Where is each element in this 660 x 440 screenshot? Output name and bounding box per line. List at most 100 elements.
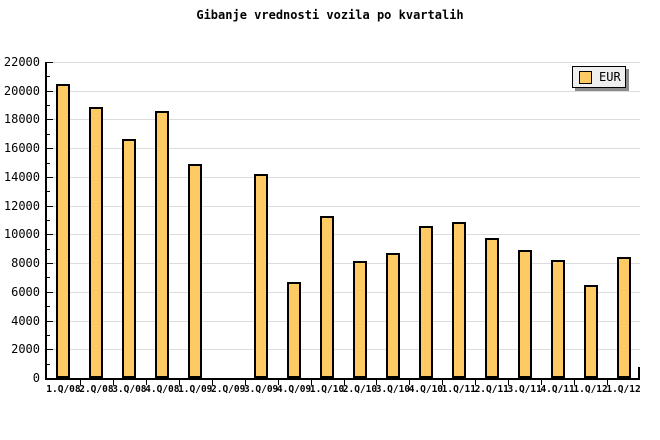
x-boundary-tick (541, 380, 543, 385)
x-boundary-tick (244, 380, 246, 385)
x-boundary-tick (145, 380, 147, 385)
bar (550, 260, 565, 378)
y-major-tick (47, 349, 53, 351)
y-axis-label: 4000 (11, 313, 40, 328)
gridline (47, 234, 640, 236)
x-boundary-tick (211, 380, 213, 385)
chart-title: Gibanje vrednosti vozila po kvartalih (196, 8, 464, 22)
bar (616, 256, 631, 378)
gridline (47, 291, 640, 293)
legend-box: EUR (572, 66, 626, 88)
x-axis-label: 3.Q/11 (507, 384, 542, 395)
x-axis-label: 3.Q/08 (112, 384, 147, 395)
y-minor-tick (47, 277, 50, 279)
y-axis-label: 2000 (11, 342, 40, 357)
bar (484, 237, 499, 378)
y-axis-label: 0 (32, 371, 40, 385)
y-minor-tick (47, 191, 50, 193)
y-major-tick (47, 119, 53, 121)
x-axis-label: 3.Q/09 (243, 384, 279, 395)
bar (287, 281, 302, 378)
bar (385, 253, 400, 378)
x-boundary-tick (442, 380, 444, 385)
gridline (47, 148, 640, 150)
bar (583, 284, 598, 378)
y-minor-tick (47, 248, 50, 250)
y-major-tick (47, 291, 53, 293)
bar (418, 225, 433, 378)
y-minor-tick (47, 162, 50, 164)
plot-area (45, 62, 640, 380)
y-minor-tick (47, 363, 50, 365)
x-boundary-tick (310, 380, 312, 385)
gridline (47, 205, 640, 207)
x-boundary-tick (475, 380, 477, 385)
x-axis-label: 1.Q/12 (573, 384, 608, 395)
x-boundary-tick (409, 380, 411, 385)
bar (451, 222, 466, 378)
x-axis-label: 1.Q/08 (46, 384, 81, 395)
y-axis-label: 6000 (11, 284, 40, 299)
x-axis-label: 4.Q/08 (145, 384, 180, 395)
y-major-tick (47, 90, 53, 92)
legend-swatch-icon (579, 70, 592, 84)
x-axis-label: 2.Q/09 (211, 384, 246, 395)
x-axis-label: 4.Q/10 (408, 384, 444, 395)
x-axis-label: 1.Q/12 (606, 384, 641, 395)
x-axis-label: 1.Q/11 (441, 384, 476, 395)
gridline (47, 176, 640, 178)
x-axis-label: 2.Q/10 (342, 384, 378, 395)
y-minor-tick (47, 306, 50, 308)
y-major-tick (47, 234, 53, 236)
y-axis-label: 14000 (3, 169, 40, 184)
x-boundary-tick (277, 380, 279, 385)
x-boundary-tick (508, 380, 510, 385)
bar (155, 110, 170, 378)
y-axis-label: 18000 (3, 112, 40, 127)
x-boundary-tick (607, 380, 609, 385)
bar (352, 260, 367, 378)
x-boundary-tick (178, 380, 180, 385)
y-axis-label: 16000 (3, 141, 40, 156)
y-major-tick (47, 176, 53, 178)
gridline (47, 119, 640, 121)
x-boundary-tick (343, 380, 345, 385)
y-axis-label: 22000 (3, 55, 40, 69)
x-boundary-tick (79, 380, 81, 385)
x-axis-endcap (638, 367, 640, 378)
gridline (47, 263, 640, 265)
y-axis-label: 10000 (3, 227, 40, 242)
y-major-tick (47, 205, 53, 207)
y-minor-tick (47, 76, 50, 78)
bar (122, 138, 137, 378)
y-major-tick (47, 263, 53, 265)
bar (254, 174, 269, 378)
y-minor-tick (47, 334, 50, 336)
y-axis-label: 12000 (3, 198, 40, 213)
x-axis-label: 2.Q/11 (474, 384, 509, 395)
legend-label: EUR (599, 69, 621, 84)
bar (89, 107, 104, 378)
y-major-tick (47, 148, 53, 150)
bar (56, 83, 71, 378)
y-minor-tick (47, 133, 50, 135)
bar (188, 163, 203, 378)
gridline (47, 90, 640, 92)
y-axis-label: 20000 (3, 83, 40, 98)
x-axis-label: 4.Q/09 (276, 384, 312, 395)
gridline (47, 62, 640, 63)
bar (320, 216, 335, 378)
y-major-tick (47, 320, 53, 322)
x-axis-label: 3.Q/10 (375, 384, 411, 395)
x-axis-label: 4.Q/11 (540, 384, 575, 395)
x-axis-label: 2.Q/08 (79, 384, 114, 395)
x-boundary-tick (112, 380, 114, 385)
y-minor-tick (47, 220, 50, 221)
x-axis-label: 1.Q/10 (309, 384, 345, 395)
x-axis-label: 1.Q/09 (178, 384, 213, 395)
gridline (47, 320, 640, 322)
y-minor-tick (47, 105, 50, 107)
y-axis-label: 8000 (11, 256, 40, 271)
gridline (47, 349, 640, 351)
